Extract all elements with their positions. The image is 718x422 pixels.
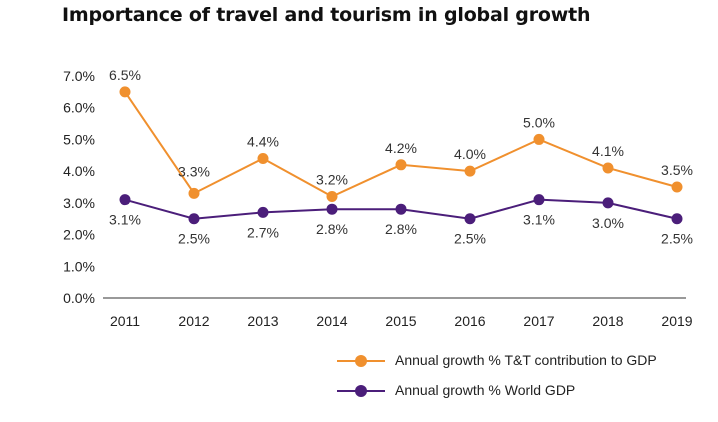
data-label-tt: 3.5%	[661, 162, 693, 178]
data-label-world: 2.7%	[247, 224, 279, 240]
x-tick-label: 2018	[592, 313, 623, 329]
legend-label-world: Annual growth % World GDP	[395, 382, 576, 398]
data-label-tt: 4.2%	[385, 140, 417, 156]
chart-title: Importance of travel and tourism in glob…	[62, 4, 591, 26]
y-tick-label: 6.0%	[63, 100, 95, 116]
legend-marker-world	[355, 385, 367, 397]
data-point-world	[188, 213, 200, 225]
data-point-world	[533, 194, 545, 206]
y-tick-label: 0.0%	[63, 290, 95, 306]
data-label-world: 2.5%	[661, 231, 693, 247]
data-point-tt	[188, 187, 200, 199]
legend-marker-tt	[355, 355, 367, 367]
data-point-tt	[464, 165, 476, 177]
x-tick-label: 2013	[247, 313, 278, 329]
data-point-world	[602, 197, 614, 209]
data-label-tt: 6.5%	[109, 67, 141, 83]
y-tick-label: 3.0%	[63, 195, 95, 211]
data-point-tt	[533, 133, 545, 145]
y-tick-label: 7.0%	[63, 68, 95, 84]
y-tick-label: 1.0%	[63, 258, 95, 274]
data-label-world: 2.5%	[178, 231, 210, 247]
x-tick-label: 2017	[523, 313, 554, 329]
y-tick-label: 5.0%	[63, 131, 95, 147]
data-label-tt: 3.3%	[178, 163, 210, 179]
x-tick-label: 2011	[110, 313, 140, 329]
data-label-tt: 3.2%	[316, 172, 348, 188]
data-point-world	[464, 213, 476, 225]
data-point-tt	[602, 162, 614, 174]
data-point-world	[119, 194, 131, 206]
x-tick-label: 2012	[178, 313, 209, 329]
data-point-tt	[119, 86, 131, 98]
x-tick-label: 2016	[454, 313, 485, 329]
data-label-tt: 5.0%	[523, 114, 555, 130]
data-label-tt: 4.0%	[454, 146, 486, 162]
data-label-world: 3.1%	[109, 212, 141, 228]
data-label-world: 3.1%	[523, 212, 555, 228]
x-tick-label: 2019	[661, 313, 692, 329]
data-point-tt	[395, 159, 407, 171]
data-label-tt: 4.1%	[592, 143, 624, 159]
legend-label-tt: Annual growth % T&T contribution to GDP	[395, 352, 657, 368]
data-point-tt	[326, 191, 338, 203]
x-tick-label: 2014	[316, 313, 347, 329]
data-label-tt: 4.4%	[247, 133, 279, 149]
data-point-world	[326, 203, 338, 215]
data-point-world	[257, 206, 269, 218]
data-label-world: 3.0%	[592, 215, 624, 231]
data-point-world	[671, 213, 683, 225]
y-tick-label: 2.0%	[63, 227, 95, 243]
data-point-tt	[257, 152, 269, 164]
line-chart: 0.0% 1.0% 2.0% 3.0% 4.0% 5.0% 6.0% 7.0% 2011 2012…	[63, 67, 693, 329]
data-label-world: 2.8%	[316, 221, 348, 237]
data-point-world	[395, 203, 407, 215]
x-tick-label: 2015	[385, 313, 416, 329]
y-tick-label: 4.0%	[63, 163, 95, 179]
data-label-world: 2.5%	[454, 231, 486, 247]
data-point-tt	[671, 181, 683, 193]
data-label-world: 2.8%	[385, 221, 417, 237]
